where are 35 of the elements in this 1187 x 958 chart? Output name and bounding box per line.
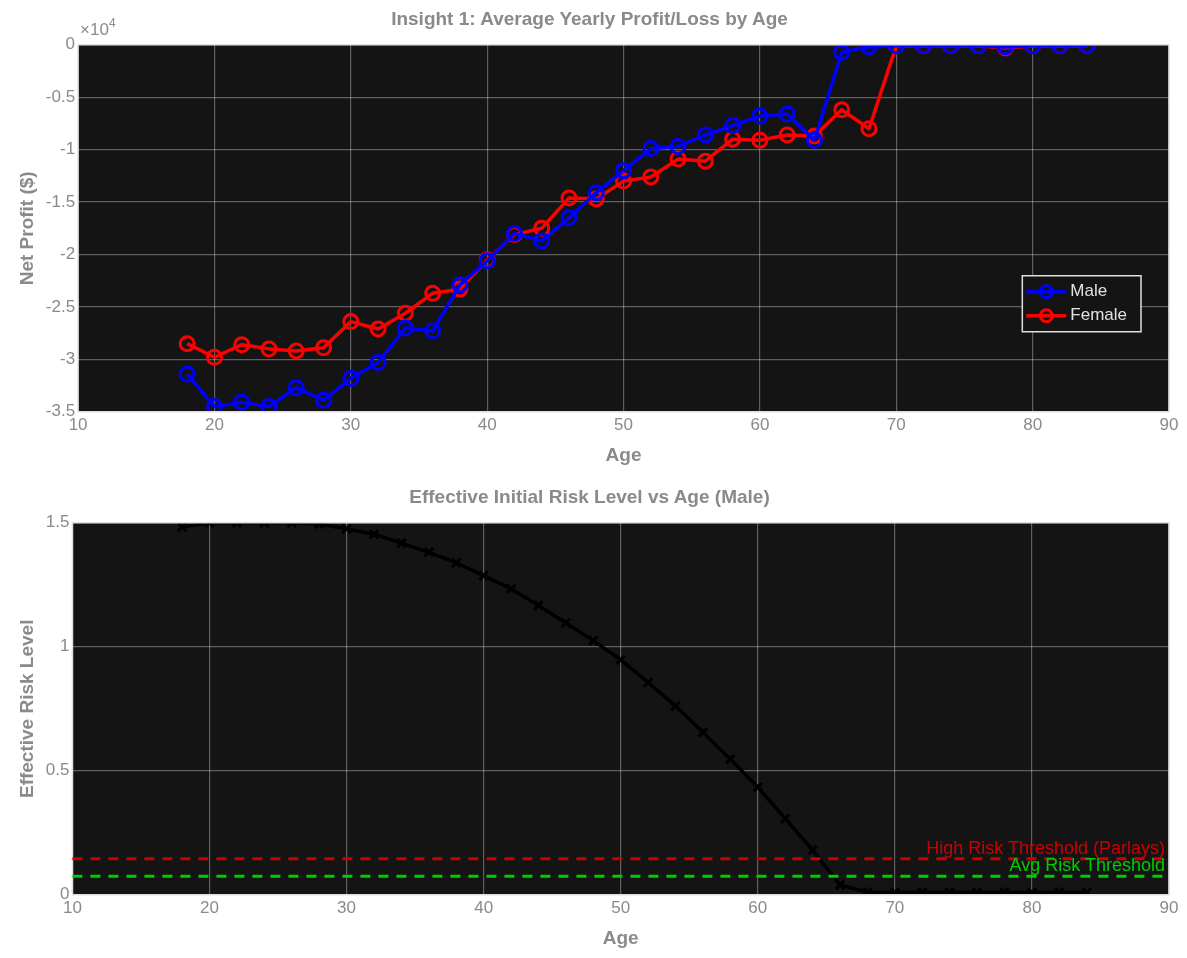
legend-label: Male — [1070, 281, 1108, 301]
x-tick-label: 60 — [748, 897, 768, 917]
y-tick-label: 0.5 — [45, 760, 70, 780]
legend-label: Female — [1070, 305, 1127, 325]
x-axis-title: Age — [602, 926, 639, 948]
y-tick-label: -2 — [59, 244, 76, 264]
x-tick-label: 70 — [885, 897, 905, 917]
y-tick-label: -1 — [59, 139, 76, 159]
chart-title: Effective Initial Risk Level vs Age (Male) — [409, 485, 770, 507]
x-tick-label: 90 — [1159, 897, 1179, 917]
x-tick-label: 80 — [1022, 897, 1042, 917]
y-tick-label: -2.5 — [45, 296, 76, 316]
y-axis-title: Effective Risk Level — [15, 619, 37, 799]
chart-title: Insight 1: Average Yearly Profit/Loss by Age — [391, 7, 788, 29]
x-tick-label: 70 — [886, 414, 906, 434]
y-axis-title: Net Profit ($) — [15, 171, 37, 286]
y-tick-label: -0.5 — [45, 86, 76, 106]
ref-line-label: High Risk Threshold (Parlays) — [926, 837, 1165, 858]
x-tick-label: 50 — [611, 897, 631, 917]
y-tick-label: 0 — [65, 34, 76, 54]
y-tick-label: 1 — [59, 636, 70, 656]
x-tick-label: 30 — [341, 414, 361, 434]
x-tick-label: 40 — [474, 897, 494, 917]
x-tick-label: 50 — [614, 414, 634, 434]
x-tick-label: 80 — [1023, 414, 1043, 434]
x-tick-label: 40 — [477, 414, 497, 434]
x-tick-label: 30 — [337, 897, 357, 917]
x-tick-label: 60 — [750, 414, 770, 434]
y-tick-label: 1.5 — [45, 512, 70, 532]
x-axis-title: Age — [605, 443, 642, 465]
y-tick-label: -1.5 — [45, 191, 76, 211]
x-tick-label: 20 — [200, 897, 219, 917]
y-tick-label: -3 — [59, 349, 76, 369]
x-tick-label: 90 — [1159, 414, 1179, 434]
x-tick-label: 20 — [205, 414, 224, 434]
